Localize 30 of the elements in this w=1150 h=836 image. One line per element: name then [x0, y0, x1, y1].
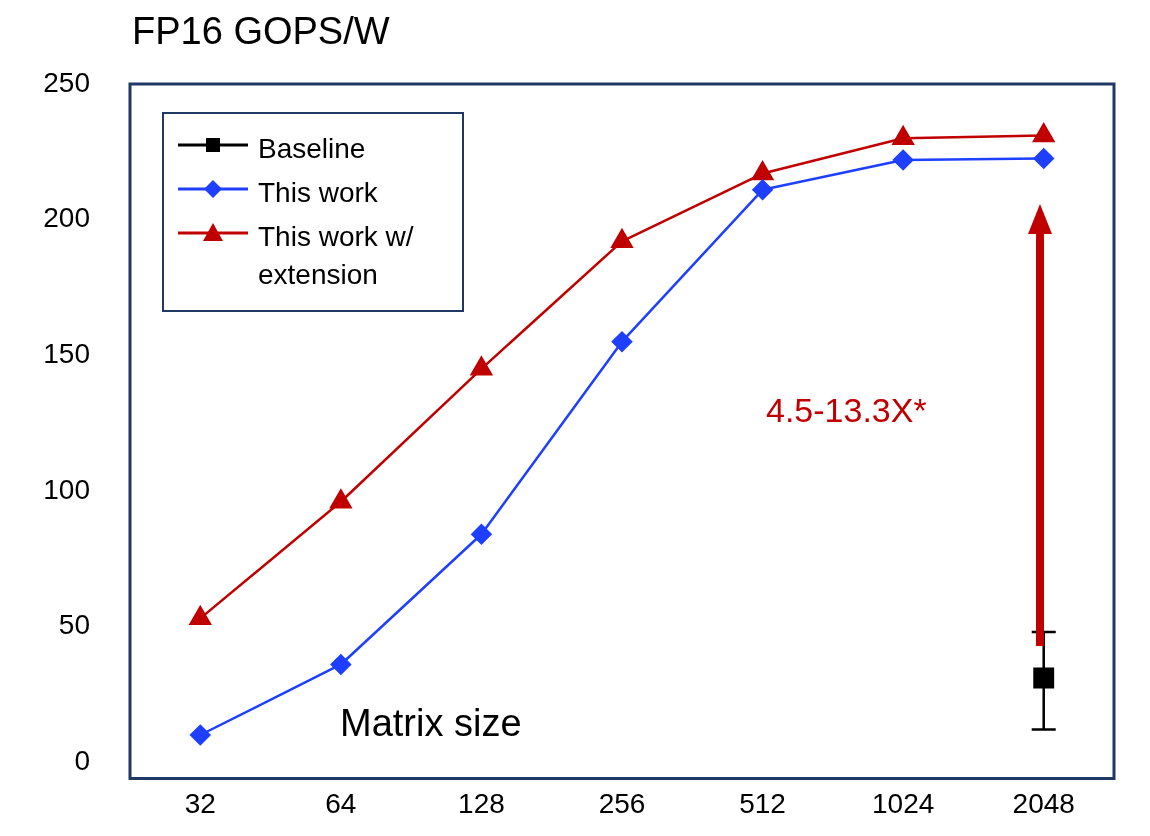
y-tick-label: 250: [43, 66, 90, 98]
annotation: 4.5-13.3X*: [766, 391, 927, 429]
x-tick-label: 64: [325, 787, 357, 819]
x-tick-label: 32: [184, 787, 216, 819]
point: [892, 126, 914, 145]
point: [1032, 123, 1055, 143]
x-tick-label: 256: [598, 787, 646, 819]
point: [190, 724, 211, 746]
x-tick-label: 128: [458, 787, 505, 819]
legend-label: This work w/ extension: [258, 220, 415, 292]
y-tick-label: 150: [43, 337, 90, 369]
x-tick-label: 2048: [1012, 787, 1075, 819]
legend-label: Baseline: [258, 132, 367, 166]
y-tick-label: 50: [58, 609, 90, 641]
y-tick-label: 100: [43, 473, 90, 505]
x-tick-label: 1024: [871, 787, 935, 819]
point: [611, 229, 633, 249]
point: [330, 489, 352, 509]
y-axis-title: FP16 GOPS/W: [132, 10, 390, 53]
y-tick-label: 0: [74, 744, 90, 776]
legend-label: This work: [258, 176, 379, 210]
x-axis-title: Matrix size: [340, 702, 522, 745]
point: [611, 331, 633, 352]
point: [471, 524, 492, 545]
y-tick-label: 200: [43, 202, 90, 234]
point: [330, 654, 352, 675]
x-tick-label: 512: [739, 787, 786, 819]
point: [189, 606, 212, 626]
point: [751, 161, 774, 181]
point: [470, 356, 493, 376]
